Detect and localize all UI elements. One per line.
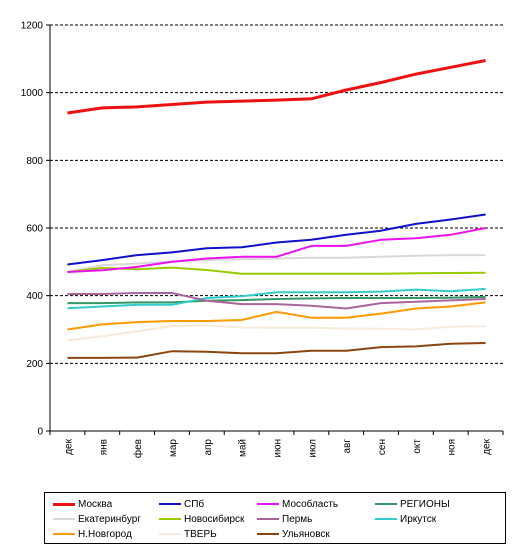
legend-label: Москва	[78, 498, 113, 510]
legend-swatch	[53, 518, 75, 520]
legend-label: Н.Новгород	[78, 528, 132, 540]
legend-item: Пермь	[257, 511, 312, 527]
legend-label: Иркутск	[400, 513, 437, 525]
legend-label: Мособласть	[282, 498, 339, 510]
legend-label: ТВЕРЬ	[184, 528, 217, 540]
series-line	[67, 342, 486, 359]
series-line	[67, 296, 486, 305]
x-tick-label: июл	[307, 439, 318, 458]
legend-item: Мособласть	[257, 496, 338, 512]
series-line	[67, 213, 486, 266]
y-tick-label: 1200	[21, 21, 44, 32]
series-lines	[67, 59, 486, 359]
y-tick-label: 800	[26, 156, 43, 167]
x-tick-label: фев	[132, 439, 144, 458]
x-tick-label: мар	[168, 439, 179, 457]
legend-swatch	[53, 533, 75, 535]
legend-swatch	[53, 502, 75, 506]
x-tick-label: дек	[63, 438, 74, 454]
x-tick-label: окт	[412, 439, 423, 454]
legend-label: РЕГИОНЫ	[400, 498, 450, 510]
legend-swatch	[257, 533, 279, 535]
x-tick-label: сен	[377, 439, 388, 455]
gridlines	[50, 24, 503, 364]
legend-item: ТВЕРЬ	[159, 526, 217, 542]
legend-label: СПб	[184, 498, 205, 510]
legend: Москва СПб Мособласть РЕГИОНЫ Екатеринбург Но…	[44, 492, 506, 544]
series-line	[67, 266, 486, 275]
x-tick-label: июн	[273, 439, 284, 458]
legend-item: Новосибирск	[159, 511, 244, 527]
y-tick-label: 0	[37, 427, 43, 438]
axes	[46, 24, 504, 435]
legend-label: Екатеринбург	[78, 513, 141, 525]
legend-swatch	[257, 503, 279, 505]
x-tick-label: янв	[98, 439, 109, 455]
series-line	[67, 301, 486, 331]
y-tick-label: 200	[26, 359, 43, 370]
x-tick-labels: дек янв фев мар апр май июн июл авг сен окт ноя дек	[63, 438, 492, 458]
series-line	[67, 227, 486, 273]
series-line	[67, 254, 486, 273]
legend-item: Москва	[53, 496, 112, 512]
x-tick-label: май	[238, 439, 249, 457]
series-line	[67, 287, 486, 310]
legend-swatch	[375, 518, 397, 520]
legend-item: СПб	[159, 496, 204, 512]
legend-item: Ульяновск	[257, 526, 330, 542]
legend-swatch	[257, 518, 279, 520]
series-line	[67, 324, 486, 342]
y-tick-label: 1000	[21, 88, 44, 99]
x-tick-label: авг	[342, 439, 353, 454]
legend-label: Новосибирск	[184, 513, 245, 525]
y-tick-label: 600	[26, 224, 43, 235]
legend-item: Екатеринбург	[53, 511, 141, 527]
series-line	[67, 59, 486, 115]
legend-item: Иркутск	[375, 511, 436, 527]
y-tick-labels: 0 200 400 600 800 1000 1200	[21, 21, 44, 438]
legend-item: РЕГИОНЫ	[375, 496, 450, 512]
legend-item: Н.Новгород	[53, 526, 132, 542]
legend-swatch	[159, 518, 181, 520]
y-tick-label: 400	[26, 291, 43, 302]
legend-swatch	[375, 503, 397, 505]
x-tick-label: ноя	[447, 439, 458, 456]
x-tick-label: апр	[203, 439, 214, 456]
legend-swatch	[159, 503, 181, 505]
legend-swatch	[159, 533, 181, 535]
legend-label: Ульяновск	[282, 528, 330, 540]
line-chart: 0 200 400 600 800 1000 1200 дек янв фев мар апр май…	[21, 21, 504, 458]
legend-label: Пермь	[282, 513, 313, 525]
x-tick-label: дек	[482, 438, 493, 454]
series-line	[67, 292, 486, 310]
